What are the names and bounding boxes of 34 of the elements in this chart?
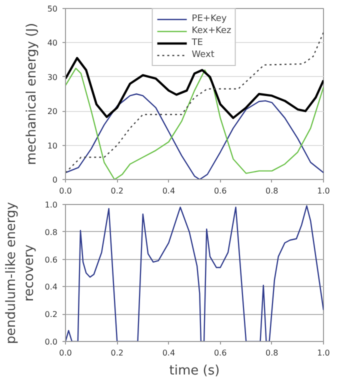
x-tick-label: 1.0 [317,348,330,358]
y-tick-label: 10 [47,141,58,150]
y-tick-label: 0.0 [44,338,58,346]
y-tick-label: 1.0 [44,200,58,210]
line-series [66,205,324,342]
y-tick-label: 30 [47,72,58,82]
y-tick-label: 0.8 [44,228,58,237]
legend-label: Wext [192,49,214,61]
legend-label: PE+Key [192,13,227,25]
x-tick-label: 0.2 [110,186,124,196]
y-tick-label: 0.6 [44,255,58,264]
x-tick-label: 1.0 [317,186,330,196]
y-tick-label: 0.4 [44,282,58,292]
y-tick-label: 20 [47,107,58,116]
y-axis-title: pendulum-like energy recovery [4,202,37,344]
line-series [66,56,324,120]
y-axis-title: mechanical energy (J) [24,22,40,166]
x-tick-label: 0.8 [266,348,278,358]
x-tick-label: 0.6 [214,186,227,196]
x-tick-label: 0.4 [162,348,176,358]
x-tick-label: 0.4 [162,186,176,196]
y-tick-label: 0.2 [44,310,58,320]
y-tick-label: 0 [52,176,58,184]
y-tick-label: 50 [47,4,58,14]
x-tick-label: 0.0 [59,348,72,358]
x-axis-title: time (s) [169,364,220,378]
x-tick-label: 0.2 [110,348,124,358]
legend-label: Kex+Kez [192,25,232,37]
x-tick-label: 0.6 [214,348,227,358]
y-tick-label: 40 [47,38,58,48]
x-tick-label: 0.0 [59,186,72,196]
legend-label: TE [192,37,204,49]
x-tick-label: 0.8 [266,186,278,196]
line-series [66,32,324,174]
